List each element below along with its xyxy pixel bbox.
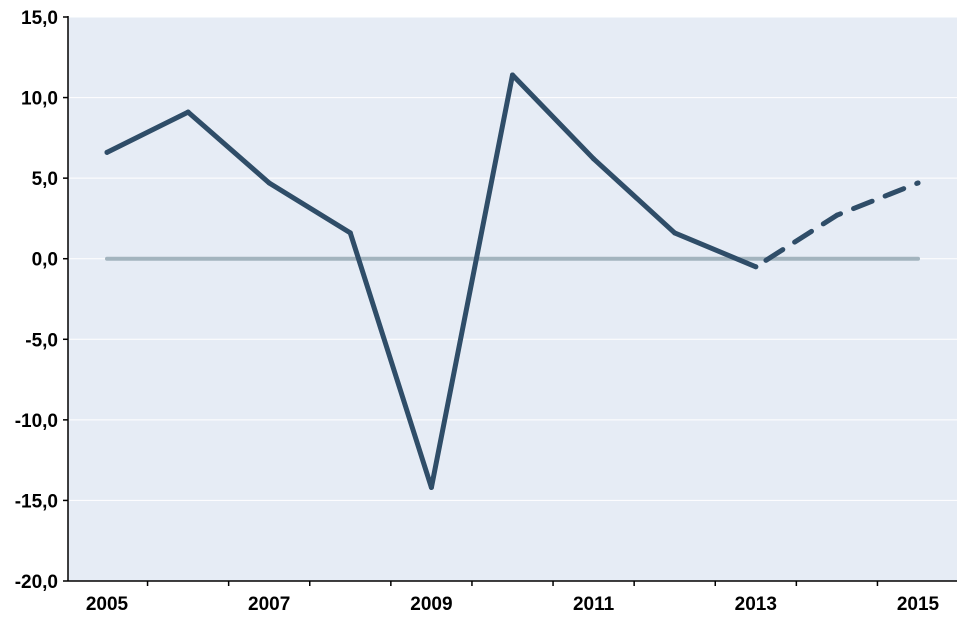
data-point <box>428 485 434 491</box>
data-point <box>672 230 678 236</box>
data-point <box>347 230 353 236</box>
data-point <box>266 180 272 186</box>
data-point <box>915 180 921 186</box>
x-tick-label: 2009 <box>410 594 452 615</box>
data-point <box>104 149 110 155</box>
x-tick-label: 2013 <box>735 594 777 615</box>
plot-area <box>68 17 957 581</box>
x-axis-tick-labels: 2005 2007 2009 2011 2013 2015 <box>86 594 940 615</box>
y-axis-tick-labels: 15,0 10,0 5,0 0,0 -5,0 -10,0 -15,0 -20,0 <box>15 8 58 593</box>
x-tick-label: 2005 <box>86 594 129 615</box>
data-point <box>753 264 759 270</box>
x-tick-label: 2007 <box>248 594 290 615</box>
x-tick-label: 2015 <box>897 594 940 615</box>
x-tick-label: 2011 <box>573 594 615 615</box>
y-tick-label: -10,0 <box>15 411 58 432</box>
y-tick-label: -20,0 <box>15 572 58 593</box>
y-tick-label: -5,0 <box>25 330 58 351</box>
axes <box>63 16 957 586</box>
series-layer <box>104 72 921 491</box>
data-point <box>834 212 840 218</box>
data-point <box>591 156 597 162</box>
y-tick-label: 10,0 <box>21 89 58 110</box>
y-tick-label: 15,0 <box>21 8 58 29</box>
y-tick-label: -15,0 <box>15 491 58 512</box>
data-point <box>510 72 515 78</box>
y-tick-label: 0,0 <box>32 250 58 271</box>
data-point <box>185 109 191 115</box>
y-tick-label: 5,0 <box>32 169 58 190</box>
